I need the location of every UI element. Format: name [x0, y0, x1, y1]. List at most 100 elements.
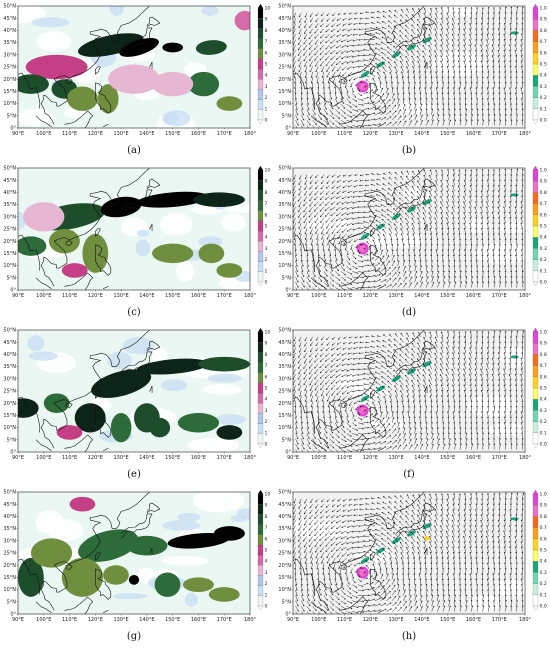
colorbar-segment: [258, 383, 263, 393]
field-blob: [152, 72, 193, 96]
wind-arrow-head: [327, 452, 328, 453]
field-blob: [49, 229, 80, 253]
panel-caption: (a): [114, 145, 154, 156]
lon-tick-label: 90°E: [12, 293, 24, 299]
field-blob: [23, 202, 64, 231]
panel-caption: (d): [389, 307, 429, 318]
colorbar-segment: [533, 53, 538, 64]
lat-tick-label: 10°N: [3, 263, 16, 269]
lat-tick-label: 30°N: [278, 52, 291, 58]
lat-tick-label: 40°N: [278, 28, 291, 34]
colorbar-segment: [258, 424, 263, 434]
lon-tick-label: 150°E: [165, 455, 180, 461]
colorbar-segment: [533, 226, 538, 237]
map-svg: 0°5°N10°N15°N20°N25°N30°N35°N40°N45°N50°…: [275, 162, 550, 312]
lon-tick-label: 180°: [244, 293, 257, 299]
colorbar-segment: [258, 49, 263, 59]
colorbar-tick-label: 0.1: [540, 268, 547, 274]
colorbar-tick-label: 10: [265, 168, 271, 174]
colorbar-tick-label: 5: [265, 62, 268, 68]
map-svg: 0°5°N10°N15°N20°N25°N30°N35°N40°N45°N50°…: [0, 324, 275, 474]
lon-tick-label: 130°E: [389, 293, 404, 299]
lon-tick-label: 170°E: [217, 455, 232, 461]
colorbar-min-arrow: [533, 120, 538, 124]
colorbar-segment: [533, 170, 538, 181]
colorbar-segment: [258, 352, 263, 362]
colorbar-tick-label: 0.3: [540, 84, 547, 90]
field-blob: [198, 357, 250, 372]
colorbar-tick-label: 9: [265, 179, 268, 185]
lat-tick-label: 25°N: [3, 227, 16, 233]
colorbar-tick-label: 7: [265, 201, 268, 207]
lat-tick-label: 5°N: [282, 113, 292, 119]
colorbar-segment: [258, 89, 263, 99]
colorbar-segment: [258, 272, 263, 282]
lon-tick-label: 110°E: [337, 293, 352, 299]
colorbar-tick-label: 9: [265, 341, 268, 347]
lat-tick-label: 25°N: [278, 227, 291, 233]
field-blob: [111, 413, 132, 442]
field-blob: [162, 43, 183, 53]
colorbar-segment: [258, 79, 263, 89]
colorbar-tick-label: 0.7: [540, 39, 547, 45]
colorbar-tick-label: 0.6: [540, 50, 547, 56]
lon-tick-label: 90°E: [287, 131, 299, 137]
lat-tick-label: 10°N: [3, 101, 16, 107]
colorbar-segment: [533, 30, 538, 41]
colorbar-segment: [533, 215, 538, 226]
lon-tick-label: 90°E: [12, 131, 24, 137]
colorbar-segment: [533, 19, 538, 30]
lon-tick-label: 110°E: [62, 131, 77, 137]
field-blob: [178, 413, 219, 433]
colorbar-min-arrow: [258, 120, 263, 124]
low-value-area: [36, 31, 72, 51]
lat-tick-label: 10°N: [278, 101, 291, 107]
colorbar-segment: [258, 190, 263, 200]
map-content: [11, 168, 264, 290]
colorbar-segment: [258, 332, 263, 342]
colorbar-tick-label: 0: [265, 118, 268, 124]
lat-tick-label: 45°N: [3, 178, 16, 184]
colorbar-segment: [258, 18, 263, 28]
lat-tick-label: 20°N: [3, 239, 16, 245]
colorbar-tick-label: 0.1: [540, 106, 547, 112]
colorbar-segment: [533, 64, 538, 75]
low-value-area: [176, 261, 194, 282]
lon-tick-label: 180°: [519, 293, 532, 299]
panel-caption: (e): [114, 469, 154, 480]
colorbar-tick-label: 0.7: [540, 201, 547, 207]
colorbar-segment: [258, 211, 263, 221]
colorbar-tick-label: 0.5: [540, 62, 547, 68]
lat-tick-label: 35°N: [278, 40, 291, 46]
colorbar-tick-label: 4: [265, 235, 268, 241]
lat-tick-label: 50°N: [278, 4, 291, 10]
map-background-patch: [369, 418, 406, 429]
field-blob: [198, 244, 224, 264]
lat-tick-label: 35°N: [3, 364, 16, 370]
map-background-patch: [467, 218, 488, 233]
lon-tick-label: 180°: [244, 131, 257, 137]
map-content: [8, 330, 250, 453]
colorbar-segment: [533, 271, 538, 282]
lon-tick-label: 160°E: [191, 455, 206, 461]
lon-tick-label: 170°E: [217, 293, 232, 299]
colorbar-segment: [258, 262, 263, 272]
colorbar-tick-label: 7: [265, 363, 268, 369]
colorbar-segment: [258, 201, 263, 211]
lat-tick-label: 35°N: [3, 202, 16, 208]
lon-tick-label: 160°E: [466, 131, 481, 137]
colorbar-tick-label: 0.5: [540, 224, 547, 230]
colorbar-segment: [258, 231, 263, 241]
field-blob: [15, 236, 46, 256]
wind-arrow-head: [321, 128, 322, 129]
colorbar-tick-label: 2: [265, 95, 268, 101]
colorbar-segment: [533, 181, 538, 192]
lat-tick-label: 50°N: [278, 166, 291, 172]
colorbar-segment: [258, 170, 263, 180]
colorbar-segment: [533, 260, 538, 271]
field-blob: [193, 192, 245, 207]
